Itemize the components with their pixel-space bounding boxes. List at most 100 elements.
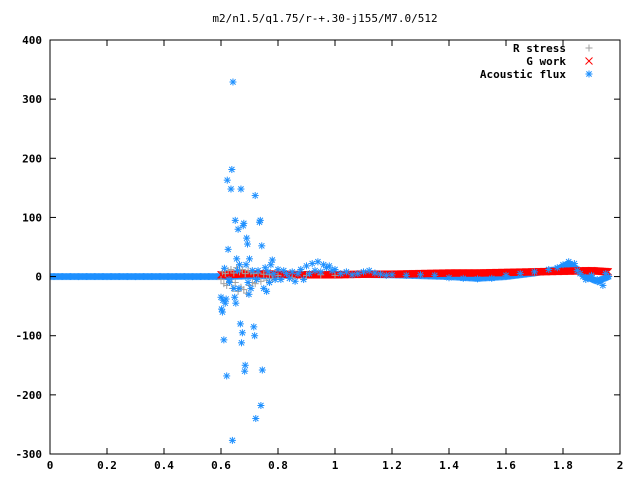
data-point bbox=[236, 320, 244, 328]
data-point bbox=[285, 274, 293, 282]
data-point bbox=[294, 270, 302, 278]
series-0-points bbox=[217, 264, 339, 297]
plot-frame bbox=[49, 39, 621, 455]
data-point bbox=[314, 258, 322, 266]
data-point bbox=[502, 271, 510, 279]
data-point bbox=[220, 264, 228, 272]
data-point bbox=[265, 271, 273, 279]
y-tick-label: -100 bbox=[16, 330, 43, 343]
data-point bbox=[227, 185, 235, 193]
data-point bbox=[228, 436, 236, 444]
legend-label: G work bbox=[526, 55, 566, 68]
data-point bbox=[224, 267, 232, 275]
data-point bbox=[570, 260, 578, 268]
data-point bbox=[270, 270, 278, 278]
data-point bbox=[230, 269, 238, 277]
data-point bbox=[241, 270, 249, 278]
data-point bbox=[240, 286, 248, 294]
legend-marker bbox=[585, 57, 593, 65]
data-point bbox=[246, 281, 253, 289]
data-point bbox=[320, 261, 328, 269]
data-point bbox=[388, 271, 396, 279]
data-point bbox=[365, 267, 373, 275]
data-point bbox=[297, 265, 305, 273]
data-point bbox=[243, 234, 251, 242]
data-point bbox=[232, 299, 240, 307]
data-point bbox=[250, 270, 258, 278]
data-point bbox=[245, 290, 253, 298]
data-point bbox=[236, 261, 244, 269]
data-point bbox=[305, 270, 313, 278]
data-point bbox=[267, 261, 275, 269]
x-tick-label: 0.6 bbox=[211, 459, 231, 472]
data-point bbox=[244, 278, 252, 286]
data-point bbox=[224, 245, 232, 253]
series-1-band bbox=[217, 266, 613, 279]
data-point bbox=[238, 329, 246, 337]
data-point bbox=[311, 267, 319, 275]
data-point bbox=[253, 276, 261, 284]
data-point bbox=[291, 277, 299, 285]
data-point bbox=[244, 240, 252, 248]
chart-title: m2/n1.5/q1.75/r-+.30-j155/M7.0/512 bbox=[212, 12, 437, 25]
data-point bbox=[221, 270, 229, 278]
data-point bbox=[238, 339, 246, 347]
data-point bbox=[445, 274, 453, 282]
data-point bbox=[516, 270, 524, 278]
data-point bbox=[459, 274, 467, 282]
data-point bbox=[599, 281, 607, 289]
x-tick-label: 0 bbox=[47, 459, 54, 472]
data-point bbox=[257, 402, 265, 410]
data-point bbox=[251, 332, 259, 340]
data-point bbox=[488, 274, 496, 282]
y-tick-label: 100 bbox=[22, 211, 42, 224]
x-tick-label: 1.4 bbox=[439, 459, 459, 472]
data-point bbox=[317, 268, 325, 276]
data-point bbox=[605, 273, 613, 281]
x-tick-label: 0.4 bbox=[154, 459, 174, 472]
data-point bbox=[263, 287, 271, 295]
data-point bbox=[226, 278, 234, 286]
data-point bbox=[261, 264, 269, 272]
data-point bbox=[337, 270, 345, 278]
legend-label: Acoustic flux bbox=[480, 68, 566, 81]
data-point bbox=[250, 323, 258, 331]
data-point bbox=[247, 284, 255, 292]
y-tick-label: -200 bbox=[16, 389, 43, 402]
data-point bbox=[223, 176, 231, 184]
data-point bbox=[234, 267, 242, 275]
x-tick-label: 0.8 bbox=[268, 459, 288, 472]
data-point bbox=[235, 284, 243, 292]
legend-marker bbox=[585, 70, 593, 78]
data-point bbox=[218, 308, 226, 316]
data-point bbox=[331, 265, 339, 273]
data-point bbox=[531, 268, 538, 276]
data-point bbox=[217, 276, 225, 284]
data-point bbox=[354, 270, 362, 278]
data-point bbox=[553, 264, 561, 272]
y-tick-label: 0 bbox=[35, 271, 42, 284]
x-tick-label: 1.6 bbox=[496, 459, 516, 472]
data-point bbox=[264, 268, 272, 276]
data-point bbox=[220, 280, 228, 288]
data-point bbox=[252, 415, 260, 423]
data-point bbox=[246, 255, 253, 263]
data-point bbox=[300, 276, 308, 284]
data-point bbox=[242, 261, 250, 269]
data-point bbox=[220, 336, 228, 344]
data-point bbox=[417, 271, 424, 279]
x-tick-label: 1.8 bbox=[553, 459, 573, 472]
x-tick-label: 1.2 bbox=[382, 459, 402, 472]
y-tick-label: 200 bbox=[22, 152, 42, 165]
data-point bbox=[240, 219, 248, 227]
data-point bbox=[222, 295, 230, 303]
series-2-points bbox=[217, 78, 613, 444]
x-tick-label: 0.2 bbox=[97, 459, 117, 472]
data-point bbox=[588, 271, 595, 279]
data-point bbox=[228, 166, 236, 174]
data-point bbox=[231, 216, 239, 224]
data-point bbox=[265, 278, 273, 286]
data-point bbox=[233, 255, 241, 263]
data-point bbox=[258, 366, 266, 374]
